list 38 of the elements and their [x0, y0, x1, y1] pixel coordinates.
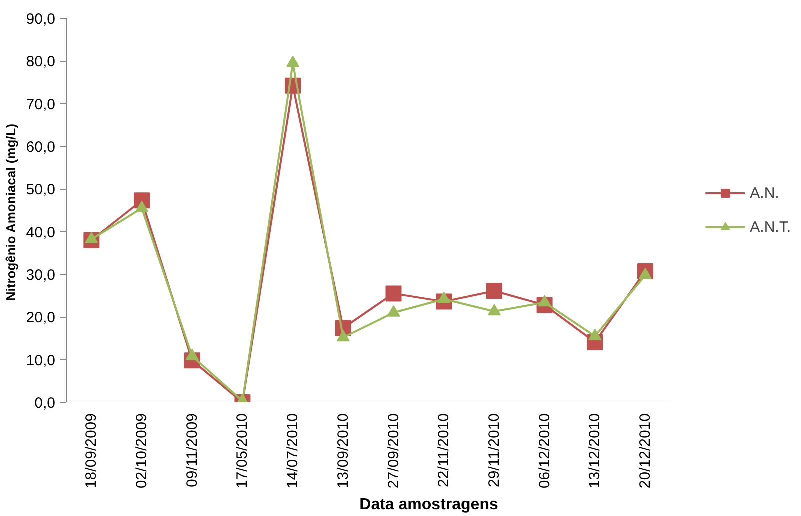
point [588, 328, 602, 340]
x-tick-label: 13/12/2010 [586, 413, 604, 489]
y-tick-label: 40,0 [26, 224, 56, 242]
legend-label: A.N.T. [750, 218, 791, 236]
y-tick-label: 70,0 [26, 96, 56, 114]
point [136, 200, 149, 212]
x-tick-label: 17/05/2010 [234, 413, 252, 489]
point [638, 268, 652, 280]
point [85, 232, 98, 244]
y-tick-label: 80,0 [26, 54, 56, 71]
point [488, 304, 501, 316]
y-tick-label: 50,0 [26, 182, 56, 199]
y-tick-label: 0,0 [34, 395, 56, 412]
x-tick-label: 20/12/2010 [636, 413, 654, 489]
x-tick-label: 02/10/2009 [134, 413, 151, 489]
x-tick-label: 14/07/2010 [284, 413, 302, 489]
y-tick-label: 10,0 [26, 352, 56, 370]
point [336, 330, 350, 342]
x-tick-label: 29/11/2010 [486, 413, 503, 488]
y-tick-label: 30,0 [26, 267, 56, 284]
legend-label: A.N. [750, 184, 780, 202]
x-tick-label: 22/11/2010 [436, 413, 453, 488]
y-tick-label: 90,0 [26, 11, 56, 28]
y-tick-label: 60,0 [26, 139, 56, 156]
x-tick-label: 27/09/2010 [385, 413, 402, 489]
x-axis-title: Data amostragens [360, 496, 498, 514]
x-tick-label: 06/12/2010 [536, 413, 554, 489]
point [386, 286, 402, 302]
x-tick-label: 18/09/2009 [83, 413, 100, 489]
point [186, 348, 199, 360]
point [486, 283, 502, 300]
x-tick-label: 09/11/2009 [184, 413, 201, 488]
x-tick-label: 13/09/2010 [334, 413, 352, 489]
point [438, 292, 451, 304]
point [538, 295, 552, 307]
point [387, 305, 400, 317]
y-axis-title: Nitrogênio Amoniacal (mg/L) [3, 124, 18, 302]
y-tick-label: 20,0 [26, 310, 56, 327]
